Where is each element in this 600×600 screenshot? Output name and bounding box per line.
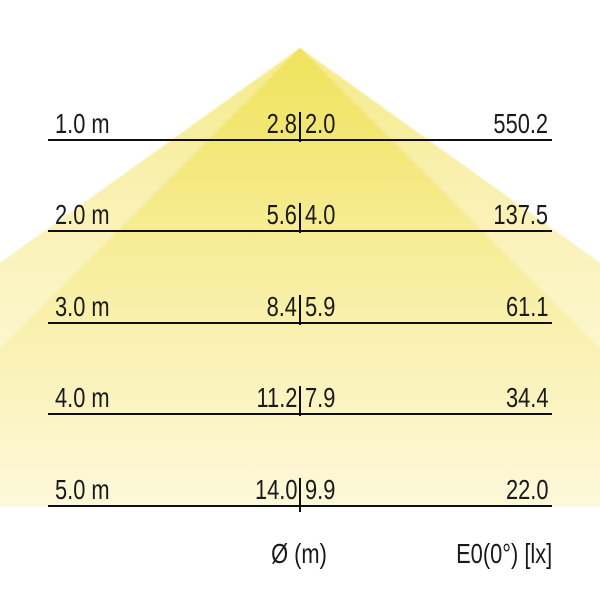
illuminance-value: 550.2: [493, 108, 548, 139]
illuminance-column-label: E0(0°) [lx]: [455, 538, 552, 569]
diameter-wide-value: 11.2: [256, 382, 297, 413]
distance-label: 2.0 m: [55, 199, 110, 230]
diameter-wide-value: 2.8: [266, 108, 297, 139]
center-tick-4m: [298, 386, 302, 416]
diameter-narrow-value: 9.9: [305, 474, 336, 505]
diameter-narrow-value: 4.0: [305, 199, 336, 230]
diameter-narrow-value: 5.9: [305, 291, 336, 322]
illuminance-value: 61.1: [505, 291, 548, 322]
illuminance-value: 34.4: [505, 382, 548, 413]
distance-label: 1.0 m: [55, 108, 110, 139]
distance-label: 3.0 m: [55, 291, 110, 322]
diameter-wide-value: 8.4: [266, 291, 297, 322]
diameter-wide-value: 5.6: [266, 199, 297, 230]
illuminance-value: 22.0: [505, 474, 548, 505]
diameter-wide-value: 14.0: [254, 474, 297, 505]
center-tick-1m: [298, 112, 302, 142]
diameter-column-label: Ø (m): [271, 538, 327, 569]
below-floor-mask: [0, 507, 600, 600]
narrow-beam-cone: [0, 48, 600, 507]
distance-label: 4.0 m: [55, 382, 110, 413]
diameter-narrow-value: 7.9: [305, 382, 336, 413]
illuminance-value: 137.5: [493, 199, 548, 230]
center-tick-3m: [298, 295, 302, 325]
diameter-narrow-value: 2.0: [305, 108, 336, 139]
distance-label: 5.0 m: [55, 474, 110, 505]
center-tick-2m: [298, 203, 302, 233]
center-tick-5m: [298, 478, 302, 512]
